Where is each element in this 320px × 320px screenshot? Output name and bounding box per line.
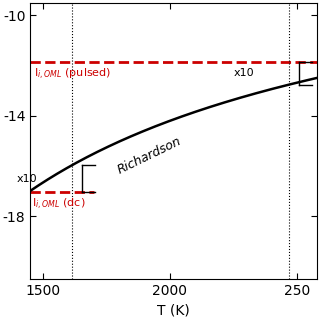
Text: Richardson: Richardson — [116, 135, 184, 177]
X-axis label: T (K): T (K) — [157, 303, 190, 317]
Text: x10: x10 — [16, 174, 37, 184]
Text: x10: x10 — [233, 68, 254, 78]
Text: I$_{i,OML}$ (pulsed): I$_{i,OML}$ (pulsed) — [34, 67, 111, 82]
Text: I$_{i,OML}$ (dc): I$_{i,OML}$ (dc) — [32, 197, 85, 212]
